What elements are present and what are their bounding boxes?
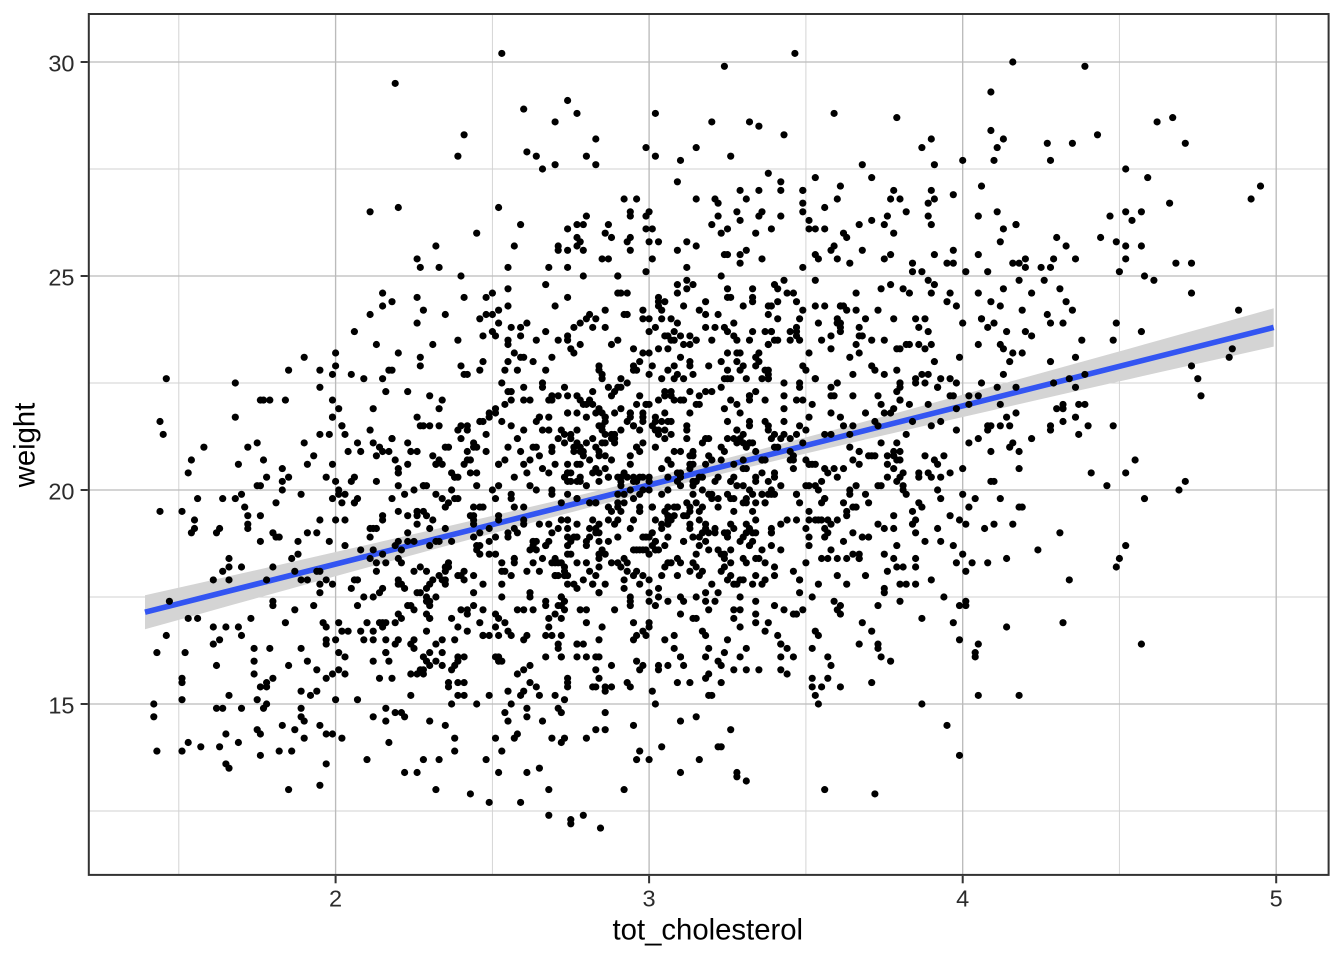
- svg-text:2: 2: [329, 886, 342, 912]
- svg-text:weight: weight: [8, 403, 41, 489]
- svg-text:4: 4: [956, 886, 969, 912]
- svg-text:20: 20: [48, 478, 74, 504]
- svg-text:tot_cholesterol: tot_cholesterol: [613, 914, 804, 947]
- svg-text:30: 30: [48, 50, 74, 76]
- svg-text:3: 3: [643, 886, 656, 912]
- svg-text:5: 5: [1270, 886, 1283, 912]
- svg-text:25: 25: [48, 264, 74, 290]
- svg-text:15: 15: [48, 692, 74, 718]
